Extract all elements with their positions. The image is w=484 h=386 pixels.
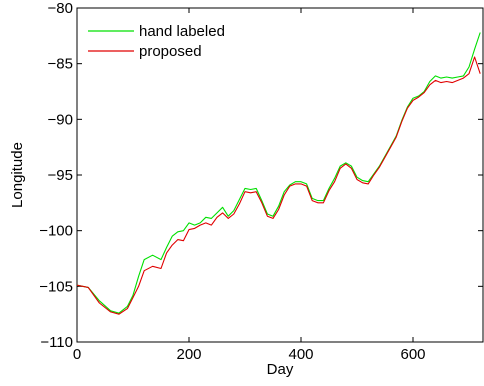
y-tick-label: −110 (40, 334, 73, 351)
x-tick-label: 600 (400, 346, 425, 363)
legend-label: proposed (139, 43, 202, 60)
x-tick-label: 0 (73, 346, 81, 363)
y-tick-label: −85 (48, 56, 73, 73)
series-line-hand-labeled (76, 32, 481, 314)
y-tick-label: −95 (48, 167, 73, 184)
plot-frame (76, 7, 484, 343)
y-axis-label: Longitude (9, 142, 26, 208)
x-tick-label: 200 (176, 346, 201, 363)
series-layer (76, 32, 481, 315)
axis-ticks: 0 200 400 600 −110 −105 −100 −95 −90 −85 −80 (39, 0, 483, 363)
y-tick-label: −80 (48, 0, 73, 17)
y-tick-label: −105 (39, 278, 73, 295)
legend-label: hand labeled (139, 23, 225, 40)
x-tick-label: 400 (288, 346, 313, 363)
y-tick-label: −90 (48, 111, 73, 128)
legend: hand labeled proposed (88, 23, 225, 60)
y-tick-label: −100 (39, 223, 73, 240)
series-line-proposed (76, 56, 481, 315)
x-axis-label: Day (267, 361, 294, 378)
